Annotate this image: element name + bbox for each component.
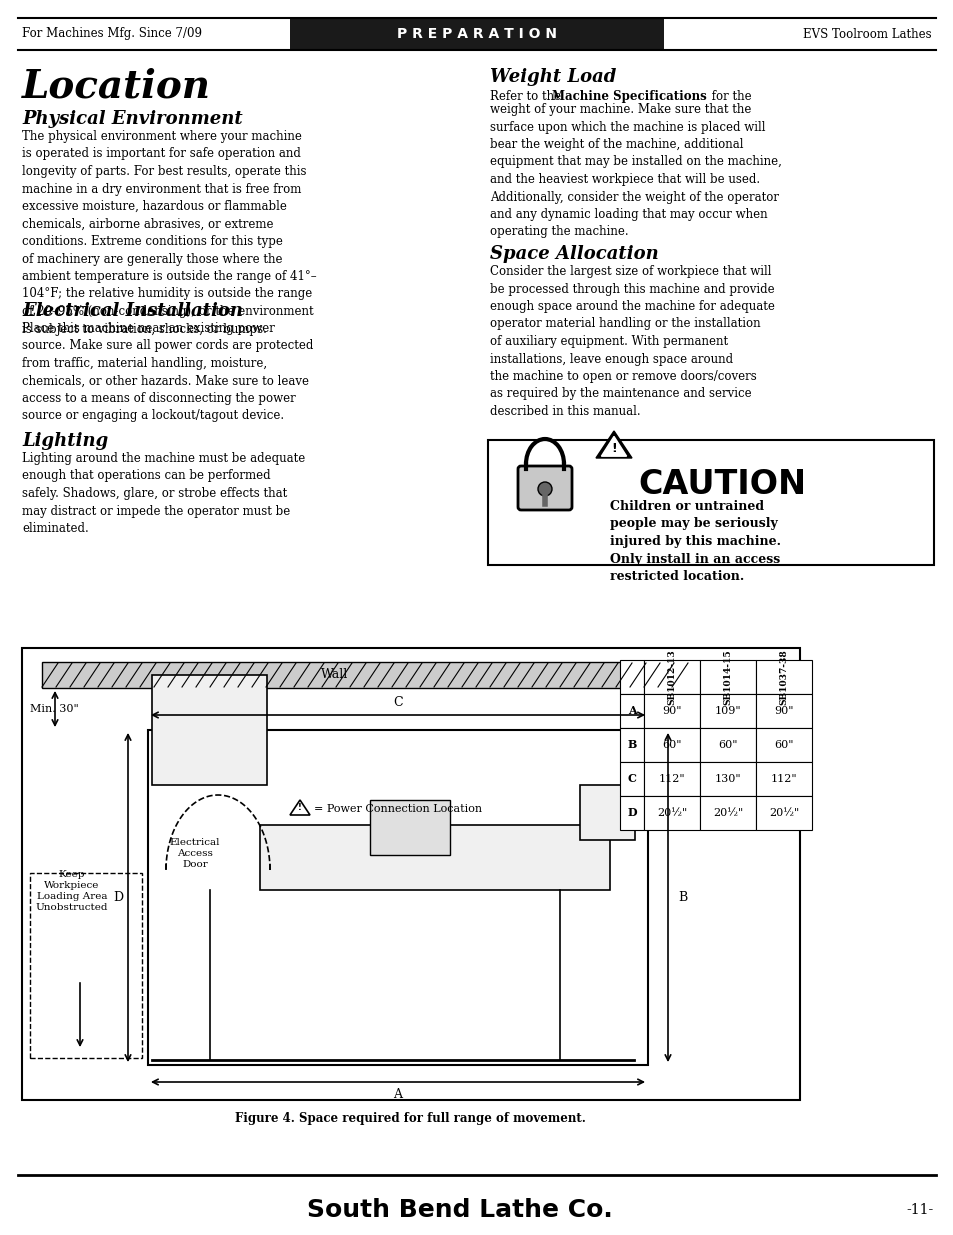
Text: Min. 30": Min. 30": [30, 704, 79, 714]
Text: Location: Location: [22, 68, 211, 106]
Bar: [700, 694, 755, 727]
Text: !: !: [611, 442, 617, 454]
Bar: [290, 19, 663, 49]
Bar: [488, 440, 933, 564]
Text: 90": 90": [774, 706, 793, 716]
Text: -11-: -11-: [905, 1203, 933, 1216]
Bar: [700, 762, 755, 797]
Text: 20½": 20½": [768, 808, 799, 818]
Text: B: B: [678, 890, 686, 904]
Polygon shape: [600, 436, 626, 456]
Text: Electrical Installation: Electrical Installation: [22, 303, 243, 320]
Bar: [643, 762, 700, 797]
Text: The physical environment where your machine
is operated is important for safe op: The physical environment where your mach…: [22, 130, 316, 336]
Bar: [755, 694, 811, 727]
Bar: [22, 648, 800, 1100]
Text: 130": 130": [714, 774, 740, 784]
Text: P R E P A R A T I O N: P R E P A R A T I O N: [396, 27, 557, 41]
Bar: [755, 797, 811, 830]
Text: Machine Specifications: Machine Specifications: [552, 90, 706, 103]
Text: Consider the largest size of workpiece that will
be processed through this machi: Consider the largest size of workpiece t…: [490, 266, 774, 417]
Text: SB1037-38: SB1037-38: [779, 650, 788, 705]
Bar: [755, 727, 811, 762]
Text: D: D: [112, 890, 123, 904]
Bar: [579, 785, 635, 840]
Bar: [700, 659, 755, 694]
Circle shape: [537, 482, 552, 496]
Text: EVS Toolroom Lathes: EVS Toolroom Lathes: [802, 27, 931, 41]
Text: A: A: [627, 705, 636, 716]
Bar: [755, 659, 811, 694]
Text: 20½": 20½": [657, 808, 686, 818]
Text: 60": 60": [774, 740, 793, 750]
Text: = Power Connection Location: = Power Connection Location: [314, 804, 481, 814]
Bar: [700, 727, 755, 762]
Text: Physical Environment: Physical Environment: [22, 110, 242, 128]
Bar: [152, 676, 267, 785]
Text: Place this machine near an existing power
source. Make sure all power cords are : Place this machine near an existing powe…: [22, 322, 313, 422]
Text: For Machines Mfg. Since 7/09: For Machines Mfg. Since 7/09: [22, 27, 202, 41]
Text: 109": 109": [714, 706, 740, 716]
Bar: [619, 727, 643, 762]
Text: for the: for the: [707, 90, 751, 103]
Text: Keep
Workpiece
Loading Area
Unobstructed: Keep Workpiece Loading Area Unobstructed: [35, 869, 108, 913]
Bar: [619, 659, 643, 694]
Bar: [619, 694, 643, 727]
Bar: [619, 797, 643, 830]
Bar: [42, 662, 681, 688]
Bar: [643, 694, 700, 727]
Text: 20½": 20½": [712, 808, 742, 818]
Text: Children or untrained
people may be seriously
injured by this machine.
Only inst: Children or untrained people may be seri…: [609, 500, 781, 583]
Bar: [148, 730, 647, 1065]
Text: B: B: [627, 740, 636, 751]
Polygon shape: [290, 800, 310, 815]
Text: 60": 60": [718, 740, 737, 750]
Text: SB1012-13: SB1012-13: [667, 650, 676, 705]
FancyBboxPatch shape: [517, 466, 572, 510]
Text: 60": 60": [661, 740, 681, 750]
Text: 90": 90": [661, 706, 681, 716]
Bar: [700, 797, 755, 830]
Bar: [643, 659, 700, 694]
Text: C: C: [627, 773, 636, 784]
Text: SB1014-15: SB1014-15: [722, 650, 732, 705]
Text: Wall: Wall: [321, 668, 348, 682]
Bar: [643, 797, 700, 830]
Bar: [755, 762, 811, 797]
Bar: [370, 800, 450, 855]
Text: 112": 112": [658, 774, 684, 784]
Bar: [260, 825, 609, 890]
Bar: [30, 873, 142, 1058]
Text: Weight Load: Weight Load: [490, 68, 616, 86]
Text: Lighting around the machine must be adequate
enough that operations can be perfo: Lighting around the machine must be adeq…: [22, 452, 305, 535]
Text: South Bend Lathe Co.: South Bend Lathe Co.: [307, 1198, 612, 1221]
Text: Space Allocation: Space Allocation: [490, 245, 659, 263]
Text: Lighting: Lighting: [22, 432, 108, 450]
Bar: [619, 762, 643, 797]
Text: weight of your machine. Make sure that the
surface upon which the machine is pla: weight of your machine. Make sure that t…: [490, 103, 781, 238]
Text: Figure 4. Space required for full range of movement.: Figure 4. Space required for full range …: [234, 1112, 585, 1125]
Text: A: A: [393, 1088, 402, 1100]
Text: D: D: [626, 808, 637, 819]
Text: CAUTION: CAUTION: [638, 468, 805, 501]
Text: Refer to the: Refer to the: [490, 90, 564, 103]
Text: C: C: [393, 697, 402, 709]
Text: Electrical
Access
Door: Electrical Access Door: [170, 839, 220, 869]
Polygon shape: [596, 431, 631, 458]
Text: !: !: [297, 804, 301, 813]
Text: 112": 112": [770, 774, 797, 784]
Bar: [643, 727, 700, 762]
